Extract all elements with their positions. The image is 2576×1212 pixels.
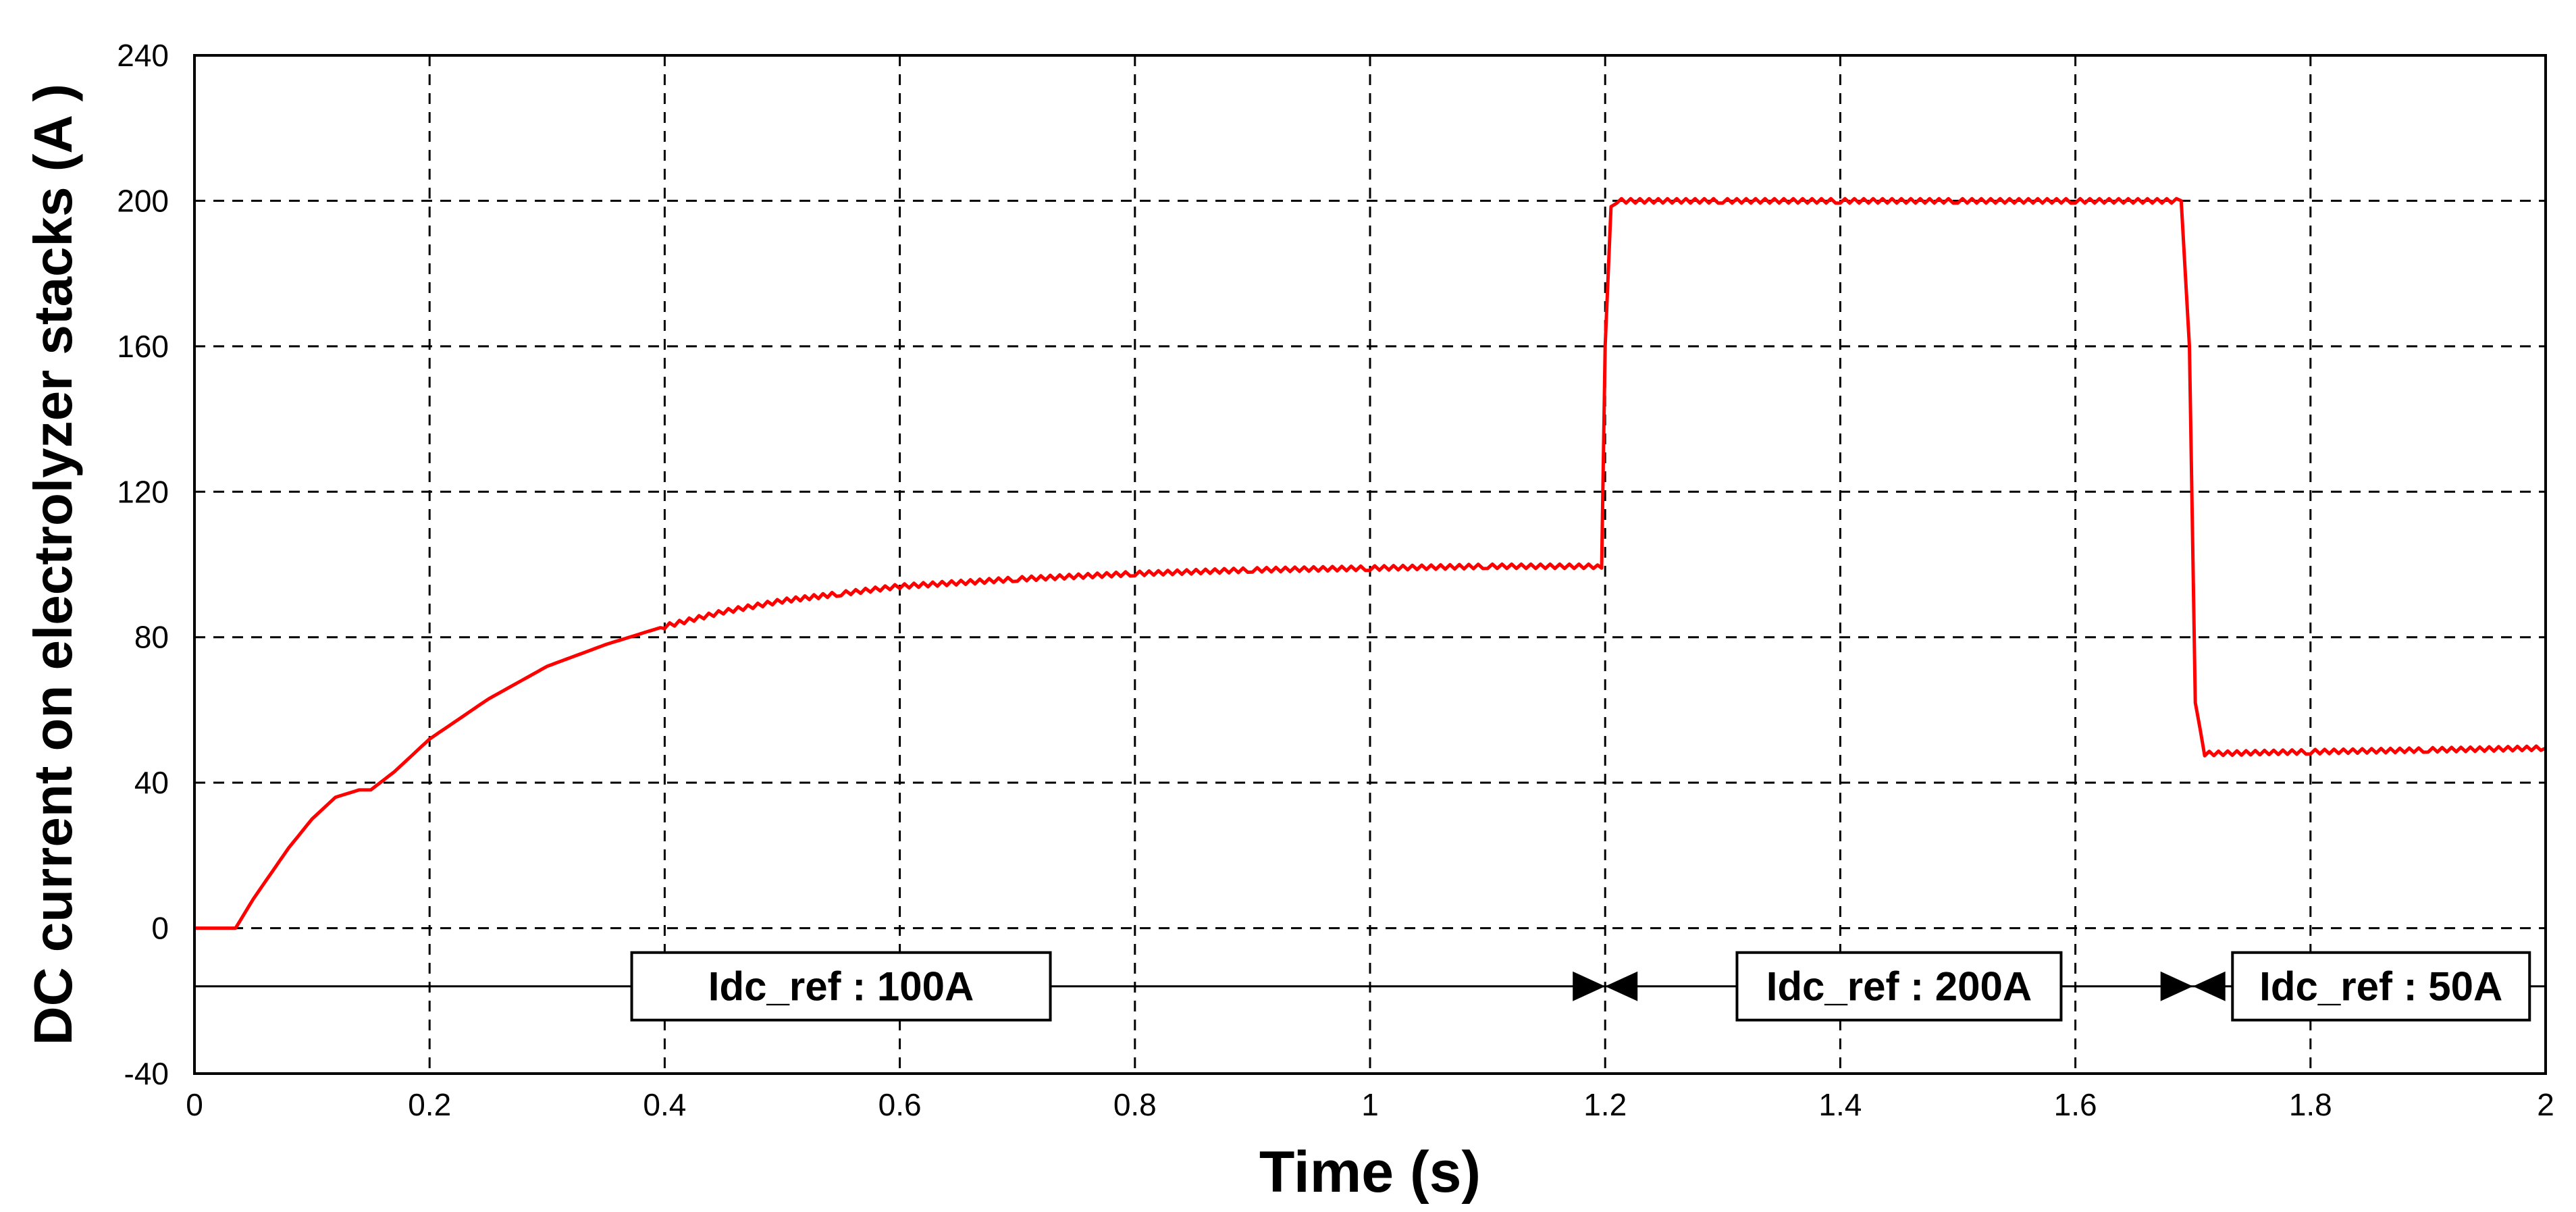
y-tick-label: 200 (117, 183, 169, 218)
x-tick-label: 0.8 (1113, 1087, 1157, 1122)
reference-annotations: Idc_ref : 100A Idc_ref : 200A Idc_ref : 50… (194, 951, 2546, 1022)
x-tick-label: 0.2 (408, 1087, 451, 1122)
y-tick-label: 0 (151, 911, 169, 946)
plot-frame (193, 54, 2547, 1075)
annotation-box (2231, 951, 2531, 1022)
annotation-label: Idc_ref : 200A (1766, 964, 2032, 1009)
annotation-box (630, 951, 1052, 1022)
y-tick-label: -40 (124, 1056, 169, 1091)
x-tick-label: 1.2 (1583, 1087, 1627, 1122)
arrow-left-icon (2192, 971, 2226, 1001)
y-tick-label: 40 (134, 765, 169, 800)
x-tick-label: 1.6 (2054, 1087, 2097, 1122)
x-axis-title: Time (s) (1259, 1140, 1481, 1205)
x-tick-label: 1 (1361, 1087, 1379, 1122)
series-layer (194, 196, 2547, 930)
arrow-left-icon (1605, 971, 1638, 1001)
grid-lines (194, 55, 2546, 1074)
x-tick-label: 2 (2537, 1087, 2554, 1122)
annotation-idc-ref: Idc_ref : 50A (2192, 951, 2546, 1022)
y-tick-label: 80 (134, 620, 169, 655)
x-tick-label: 0.6 (878, 1087, 922, 1122)
tick-labels: 0 0.2 0.4 0.6 0.8 1 1.2 1.4 1.6 1.8 2 -40 0 40 80 120 16… (117, 38, 2554, 1122)
y-tick-label: 160 (117, 329, 169, 364)
y-tick-label: 120 (117, 474, 169, 509)
annotation-box (1735, 951, 2063, 1022)
y-tick-label: 240 (117, 38, 169, 73)
x-tick-label: 1.4 (1818, 1087, 1862, 1122)
current-series-line (194, 196, 2547, 930)
annotation-label: Idc_ref : 100A (708, 964, 974, 1009)
annotation-label: Idc_ref : 50A (2259, 964, 2502, 1009)
x-tick-label: 1.8 (2289, 1087, 2332, 1122)
arrow-right-icon (2160, 971, 2193, 1001)
y-axis-title: DC current on electrolyzer stacks (A ) (23, 84, 83, 1045)
x-tick-label: 0.4 (643, 1087, 686, 1122)
x-tick-label: 0 (186, 1087, 203, 1122)
annotation-idc-ref: Idc_ref : 100A (194, 951, 1606, 1022)
annotation-idc-ref: Idc_ref : 200A (1605, 951, 2193, 1022)
arrow-right-icon (1573, 971, 1606, 1001)
